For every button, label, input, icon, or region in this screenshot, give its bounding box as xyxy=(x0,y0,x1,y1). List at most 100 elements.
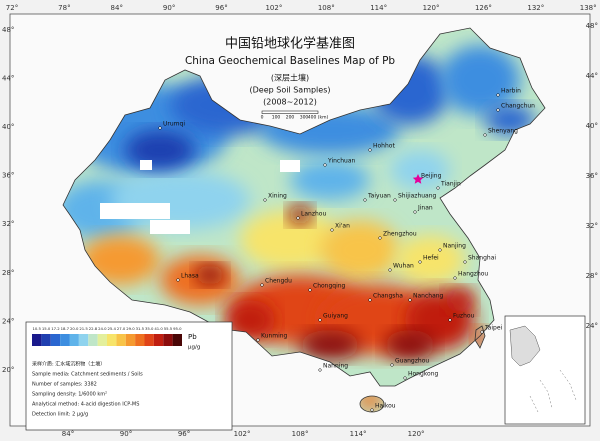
city-label: Shanghai xyxy=(468,255,496,262)
scale-bar xyxy=(261,110,319,114)
city-label: Hohhot xyxy=(373,143,395,150)
longitude-label: 90° xyxy=(120,430,132,438)
city-dot xyxy=(480,330,484,334)
latitude-label: 40° xyxy=(2,123,14,131)
legend-class-label: 29.0 xyxy=(126,326,135,331)
concentration-zone xyxy=(300,330,360,360)
city-dot xyxy=(483,133,487,137)
concentration-zone xyxy=(440,45,520,115)
city-dot xyxy=(496,93,500,97)
legend-swatch xyxy=(32,334,42,346)
concentration-zone xyxy=(240,210,340,270)
longitude-label: 114° xyxy=(370,4,387,12)
longitude-label: 126° xyxy=(475,4,492,12)
legend-swatch xyxy=(50,334,61,346)
longitude-label: 72° xyxy=(6,4,18,12)
legend: 10.5 15.0 17.2 18.7 20.0 21.5 22.8 24.0 25.4 27.0… xyxy=(25,321,233,431)
concentration-zone xyxy=(225,300,275,340)
city-label: Haikou xyxy=(375,403,396,410)
subtitle-cn: (深层土壤) xyxy=(271,73,309,83)
city-label: Wuhan xyxy=(393,263,414,270)
legend-swatch xyxy=(107,334,117,346)
city-dot xyxy=(370,408,374,412)
concentration-zone xyxy=(395,235,465,285)
longitude-label: 78° xyxy=(58,4,70,12)
city-label: Changchun xyxy=(501,103,535,110)
city-dot xyxy=(330,228,334,232)
city-label: Xining xyxy=(268,193,287,200)
city-dot xyxy=(408,298,412,302)
legend-swatch xyxy=(41,334,51,346)
legend-class-label: 15.0 xyxy=(42,326,51,331)
years: (2008~2012) xyxy=(263,98,317,107)
longitude-label: 120° xyxy=(423,4,440,12)
inset-map xyxy=(504,315,586,425)
latitude-label: 48° xyxy=(586,22,598,30)
legend-swatch xyxy=(144,334,154,346)
city-dot xyxy=(418,260,422,264)
legend-class-label: 31.5 xyxy=(136,326,145,331)
city-label: Jinan xyxy=(417,205,433,212)
concentration-zone xyxy=(290,160,370,200)
city-dot xyxy=(263,198,267,202)
legend-swatch xyxy=(78,334,89,346)
no-data-area xyxy=(100,203,170,219)
longitude-label: 132° xyxy=(527,4,544,12)
scale-label: 300 xyxy=(300,115,309,121)
latitude-label: 40° xyxy=(586,122,598,130)
city-label: Shenyang xyxy=(488,128,518,135)
city-dot xyxy=(368,298,372,302)
city-label: Taiyuan xyxy=(367,193,391,200)
city-dot xyxy=(438,248,442,252)
city-dot xyxy=(378,236,382,240)
city-dot xyxy=(318,368,322,372)
scale-label: 100 xyxy=(272,115,281,121)
latitude-label: 28° xyxy=(586,272,598,280)
city-dot xyxy=(296,216,300,220)
latitude-label: 32° xyxy=(2,220,14,228)
latitude-label: 28° xyxy=(2,269,14,277)
city-dot xyxy=(390,363,394,367)
latitude-label: 36° xyxy=(586,172,598,180)
legend-note: Detection limit: 2 μg/g xyxy=(32,412,88,418)
legend-class-label: 25.4 xyxy=(107,326,116,331)
longitude-label: 84° xyxy=(111,4,123,12)
city-label: Nanchang xyxy=(413,293,444,300)
city-dot xyxy=(323,163,327,167)
concentration-zone xyxy=(320,220,400,280)
city-label: Guangzhou xyxy=(395,358,429,365)
city-label: Urumqi xyxy=(163,121,185,128)
latitude-label: 44° xyxy=(586,72,598,80)
legend-class-label: 27.0 xyxy=(117,326,126,331)
legend-note: Sampling density: 1/6000 km² xyxy=(32,392,107,398)
legend-swatch xyxy=(69,334,79,346)
longitude-label: 84° xyxy=(62,430,74,438)
city-dot xyxy=(413,210,417,214)
city-label: Lanzhou xyxy=(301,211,326,218)
longitude-label: 120° xyxy=(408,430,425,438)
city-dot xyxy=(318,318,322,322)
legend-class-label: 55.5 xyxy=(164,326,173,331)
scale-label: 400 (km) xyxy=(308,115,329,121)
legend-swatch xyxy=(125,334,136,346)
city-label: Changsha xyxy=(373,293,403,300)
longitude-label: 90° xyxy=(163,4,175,12)
legend-class-label: 95.0 xyxy=(173,326,182,331)
city-label: Xi'an xyxy=(335,223,350,230)
labels: 72° 78° 84° 90° 96° 102° 108° 114° 120° 126° 132° 1… xyxy=(2,4,598,438)
latitude-label: 24° xyxy=(2,317,14,325)
legend-class-label: 22.8 xyxy=(89,326,98,331)
legend-swatch xyxy=(116,334,126,346)
longitude-label: 96° xyxy=(178,430,190,438)
legend-swatch xyxy=(60,334,70,346)
city-label: Nanjing xyxy=(443,243,466,250)
title-cn: 中国铅地球化学基准图 xyxy=(225,36,355,52)
city-label: Taipei xyxy=(484,325,503,332)
city-label: Fuzhou xyxy=(453,313,475,320)
legend-class-label: 41.0 xyxy=(154,326,163,331)
latitude-label: 44° xyxy=(2,75,14,83)
legend-swatch xyxy=(172,334,182,346)
legend-unit: μg/g xyxy=(188,345,200,351)
city-label: Hongkong xyxy=(408,371,439,378)
legend-swatch xyxy=(163,334,173,346)
